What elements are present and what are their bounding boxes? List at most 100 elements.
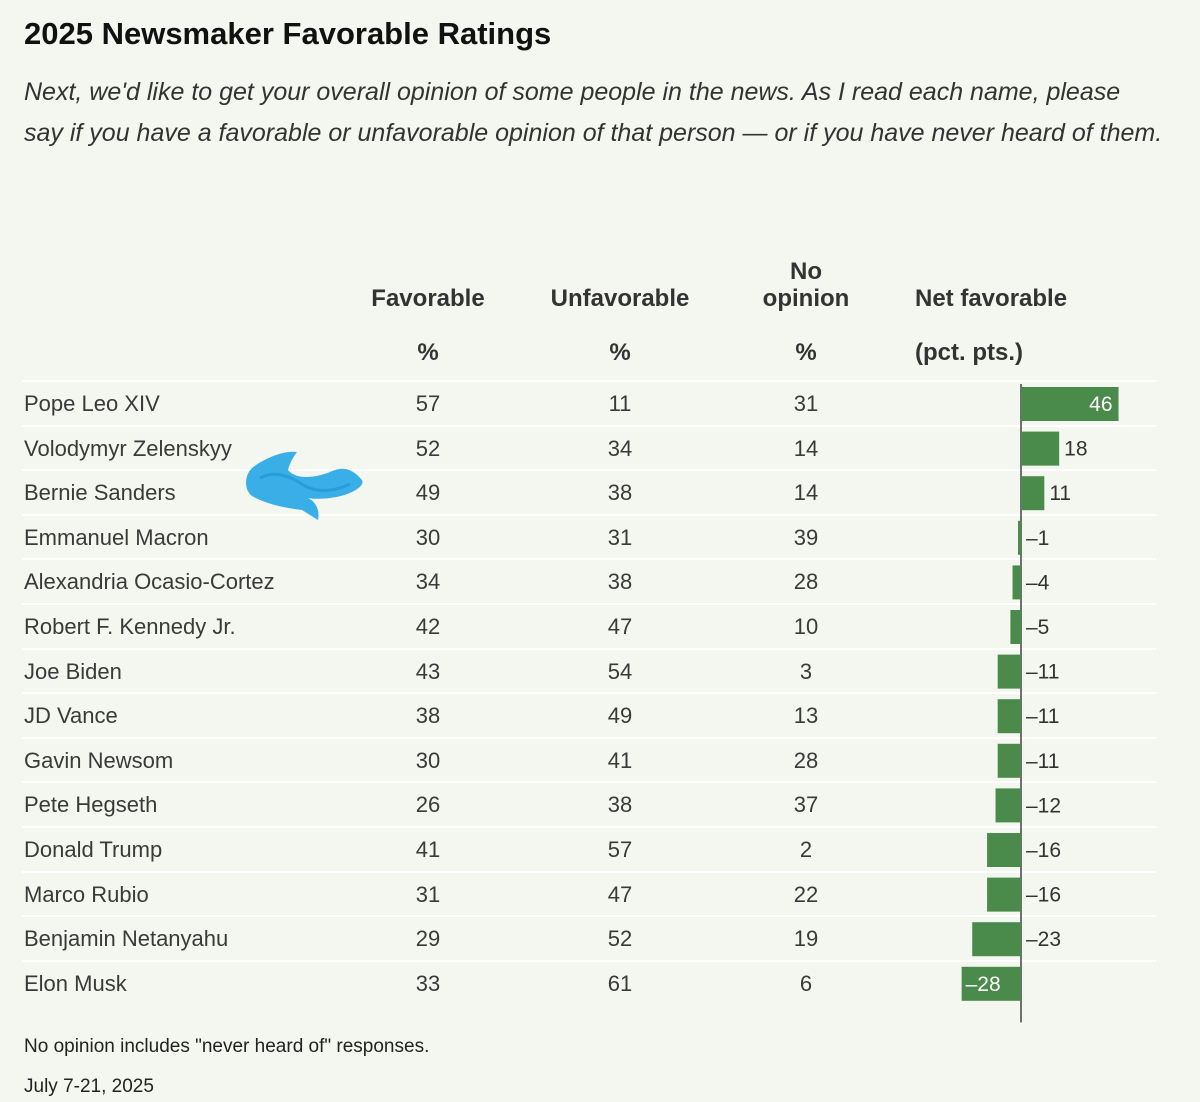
- table-row: Gavin Newsom 30 41 28: [22, 736, 1156, 783]
- net-bar: [972, 922, 1021, 957]
- net-value-label: 18: [1064, 438, 1087, 461]
- no-opinion-value: 39: [793, 524, 819, 550]
- table-row: JD Vance 38 49 13: [22, 692, 1156, 738]
- net-bar: [987, 877, 1021, 912]
- table-row: Pete Hegseth 26 38 37: [22, 781, 1156, 827]
- row-name: Benjamin Netanyahu: [24, 926, 229, 952]
- row-name: Donald Trump: [24, 837, 163, 862]
- table-row: Emmanuel Macron 30 31 39: [22, 513, 1156, 560]
- net-bar: [1021, 431, 1060, 466]
- table-row: Robert F. Kennedy Jr. 42 47 10: [22, 603, 1156, 649]
- table-row: Marco Rubio 31 47 22: [22, 870, 1156, 917]
- col-header-favorable: Favorable: [371, 285, 485, 312]
- table-row: Pope Leo XIV 57 11 31: [22, 380, 1156, 426]
- favorable-value: 30: [415, 524, 441, 550]
- table-row: Volodymyr Zelenskyy 52 34 14: [22, 424, 1156, 471]
- net-value-label: –1: [1026, 527, 1049, 550]
- unit-net: (pct. pts.): [915, 339, 1023, 366]
- net-bar: [997, 699, 1021, 734]
- no-opinion-value: 2: [799, 837, 813, 862]
- favorable-value: 34: [415, 569, 441, 595]
- unit-favorable: %: [417, 339, 439, 366]
- unfavorable-value: 49: [607, 703, 633, 729]
- net-value-label: –16: [1026, 839, 1061, 862]
- unfavorable-value: 31: [607, 524, 633, 550]
- no-opinion-value: 3: [799, 658, 813, 684]
- favorable-value: 42: [415, 614, 441, 639]
- net-value-label: –11: [1026, 661, 1059, 684]
- no-opinion-value: 14: [793, 480, 819, 506]
- no-opinion-value: 28: [793, 569, 819, 595]
- favorable-value: 52: [415, 435, 441, 461]
- net-bar: [997, 654, 1021, 689]
- favorable-value: 43: [415, 658, 441, 684]
- row-name: Emmanuel Macron: [24, 524, 209, 550]
- net-bar: [1021, 387, 1119, 421]
- no-opinion-value: 6: [799, 970, 813, 996]
- net-value-label: –16: [1026, 884, 1061, 907]
- row-name: Joe Biden: [24, 658, 122, 684]
- unit-no-opinion: %: [795, 339, 817, 366]
- net-bar: [995, 788, 1021, 823]
- col-header-net: Net favorable: [915, 285, 1068, 312]
- favorable-value: 57: [415, 391, 441, 416]
- net-bar: [987, 833, 1021, 867]
- no-opinion-value: 31: [793, 391, 819, 416]
- row-name: Bernie Sanders: [24, 480, 176, 506]
- unit-unfavorable: %: [609, 339, 631, 366]
- unfavorable-value: 38: [607, 480, 633, 506]
- net-bar: [1012, 565, 1021, 600]
- table-row: Elon Musk 33 61 6: [22, 959, 1156, 1006]
- favorable-value: 29: [415, 926, 441, 952]
- unfavorable-value: 11: [608, 391, 632, 416]
- no-opinion-value: 19: [793, 926, 819, 952]
- col-header-no-opinion-line2: opinion: [762, 285, 850, 312]
- unfavorable-value: 38: [607, 569, 633, 595]
- no-opinion-value: 13: [793, 703, 819, 729]
- unfavorable-value: 54: [607, 658, 633, 684]
- row-name: Elon Musk: [24, 970, 127, 996]
- net-value-label: –5: [1026, 616, 1049, 639]
- survey-date: July 7-21, 2025: [24, 1076, 154, 1097]
- unfavorable-value: 34: [607, 435, 633, 461]
- chart-title: 2025 Newsmaker Favorable Ratings: [24, 16, 552, 51]
- unfavorable-value: 38: [607, 792, 633, 818]
- favorable-value: 41: [415, 837, 441, 862]
- unfavorable-value: 57: [607, 837, 633, 862]
- net-value-label: –23: [1026, 928, 1061, 951]
- no-opinion-value: 14: [793, 435, 819, 461]
- row-name: Pete Hegseth: [24, 792, 158, 818]
- table-row: Alexandria Ocasio-Cortez 34 38 28: [22, 558, 1156, 604]
- unfavorable-value: 52: [607, 926, 633, 952]
- row-name: Gavin Newsom: [24, 747, 174, 773]
- net-value-label: –11: [1026, 705, 1059, 728]
- row-name: Alexandria Ocasio-Cortez: [24, 569, 275, 595]
- net-value-label: 11: [1049, 482, 1071, 505]
- no-opinion-value: 28: [793, 747, 819, 773]
- unfavorable-value: 47: [607, 614, 633, 639]
- col-header-no-opinion-line1: No: [790, 258, 822, 285]
- no-opinion-value: 10: [793, 614, 819, 639]
- favorable-value: 49: [415, 480, 441, 506]
- favorable-value: 31: [415, 881, 441, 907]
- no-opinion-value: 37: [793, 792, 819, 818]
- table-row: Bernie Sanders 49 38 14: [22, 469, 1156, 515]
- net-bar: [997, 743, 1021, 778]
- footnote: No opinion includes "never heard of" res…: [24, 1036, 430, 1057]
- net-value-label: –28: [966, 973, 1001, 996]
- row-name: Robert F. Kennedy Jr.: [24, 614, 236, 639]
- row-name: Pope Leo XIV: [24, 391, 160, 416]
- favorable-value: 38: [415, 703, 441, 729]
- unfavorable-value: 61: [607, 970, 633, 996]
- net-bar: [1010, 610, 1021, 644]
- row-name: Marco Rubio: [24, 881, 149, 907]
- favorable-value: 26: [415, 792, 441, 818]
- col-header-unfavorable: Unfavorable: [550, 285, 690, 312]
- chart-subtitle: Next, we'd like to get your overall opin…: [24, 78, 1163, 147]
- net-bar: [1018, 520, 1021, 555]
- net-value-label: –12: [1026, 794, 1061, 817]
- net-bar: [1021, 476, 1045, 511]
- unfavorable-value: 47: [607, 881, 633, 907]
- arrow-stroke: [259, 472, 351, 492]
- favorable-value: 33: [415, 970, 441, 996]
